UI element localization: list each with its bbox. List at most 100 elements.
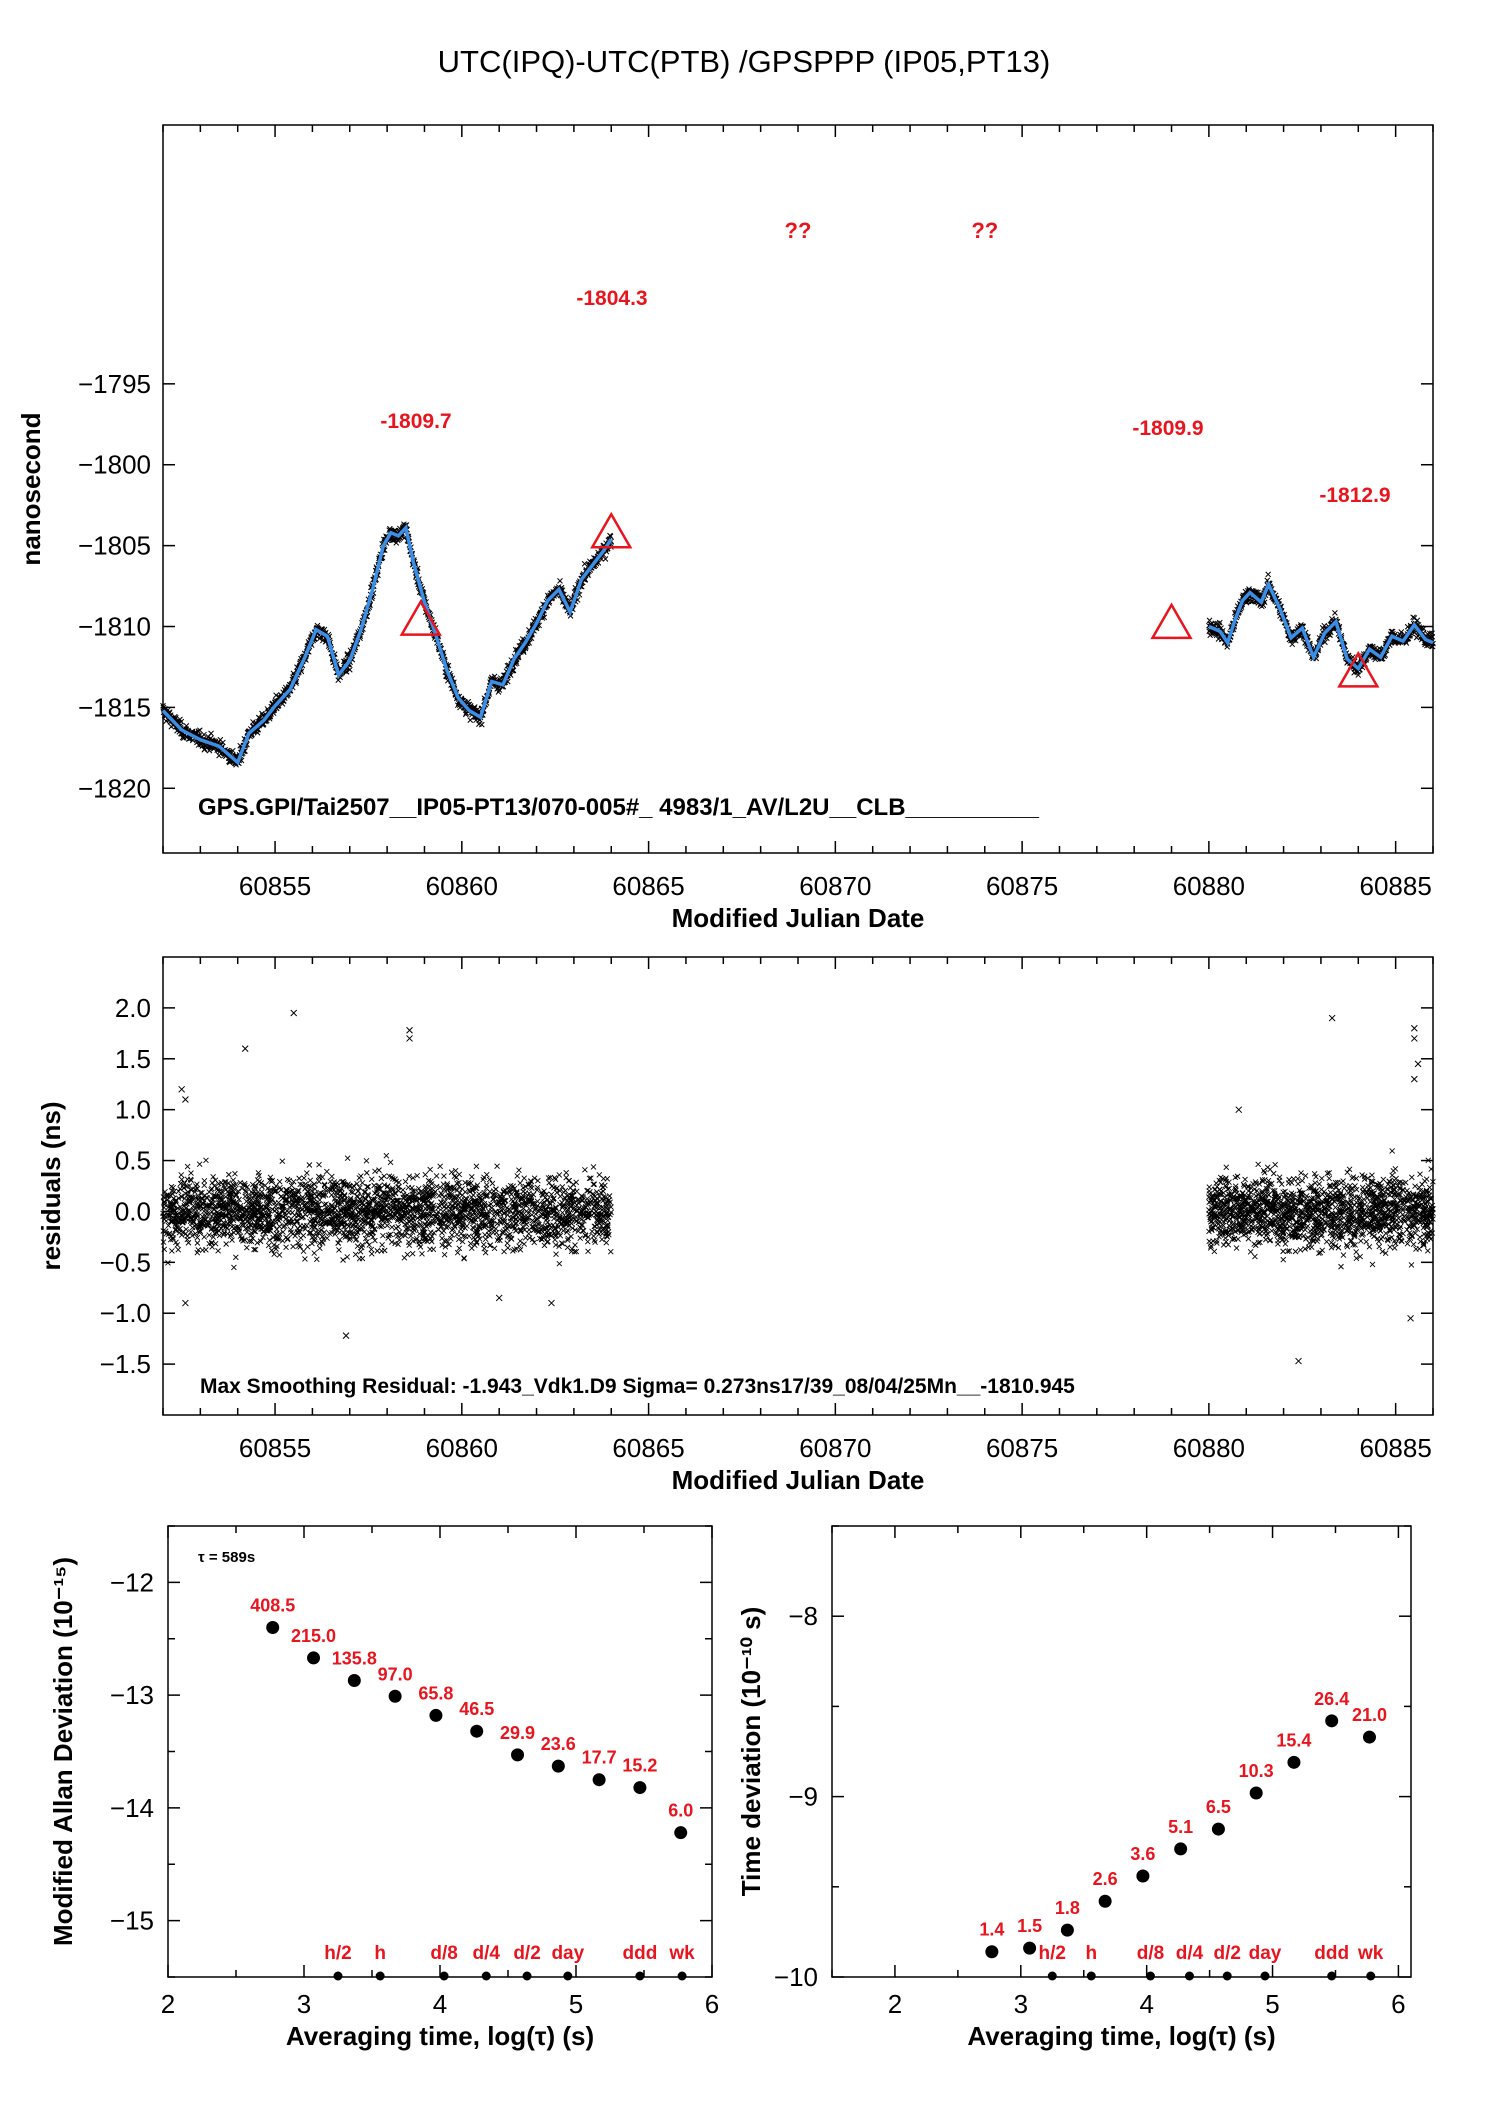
main-triangle-marker: [1150, 602, 1193, 640]
main-xtick-label: 60875: [986, 871, 1058, 901]
residual-point: [376, 1167, 382, 1173]
residual-point: [194, 1240, 201, 1246]
residual-point: [184, 1233, 191, 1240]
residual-point: [290, 1243, 296, 1250]
main-data-point: [229, 747, 236, 754]
residual-point: [316, 1178, 322, 1185]
residual-point: [516, 1167, 522, 1173]
main-ytick-label: −1800: [78, 450, 151, 480]
residual-point: [441, 1173, 447, 1179]
residual-point: [276, 1223, 283, 1230]
residual-point: [329, 1173, 335, 1180]
main-data-point: [541, 614, 548, 621]
residual-point: [453, 1174, 460, 1181]
residual-point: [254, 1177, 261, 1183]
main-unknown-label: ??: [785, 218, 812, 243]
residual-point: [401, 1254, 408, 1261]
residual-point: [435, 1226, 442, 1233]
main-data-point: [178, 718, 185, 725]
residual-point: [201, 1234, 208, 1240]
main-data-point: [201, 731, 207, 738]
main-marker-label: -1809.9: [1132, 417, 1203, 440]
residual-point: [461, 1255, 467, 1262]
residual-point: [553, 1251, 559, 1258]
residual-point: [175, 1246, 182, 1253]
residual-point: [363, 1158, 370, 1164]
residual-point: [489, 1180, 496, 1187]
residual-point: [175, 1188, 182, 1195]
main-data-point: [581, 560, 588, 567]
residuals-ytick-label: −1.0: [100, 1298, 151, 1328]
residuals-ytick-label: −1.5: [100, 1349, 151, 1379]
residual-point: [461, 1255, 467, 1261]
residual-point: [437, 1163, 443, 1170]
residual-point: [514, 1173, 521, 1179]
residual-point: [521, 1175, 528, 1181]
residual-point: [521, 1241, 527, 1247]
residual-point: [589, 1228, 595, 1235]
residual-point: [559, 1209, 566, 1216]
main-marker-label: -1809.7: [380, 410, 451, 433]
residual-point: [525, 1230, 532, 1237]
residual-point: [316, 1245, 323, 1252]
residual-point: [178, 1176, 185, 1183]
page-title: UTC(IPQ)-UTC(PTB) /GPSPPP (IP05,PT13): [437, 44, 1051, 79]
residual-point: [232, 1254, 239, 1261]
residual-point: [489, 1204, 495, 1211]
residual-point: [441, 1251, 448, 1258]
residual-point: [289, 1209, 296, 1216]
residual-point: [243, 1244, 250, 1251]
residuals-xtick-label: 60875: [986, 1433, 1058, 1463]
residual-point: [501, 1248, 507, 1255]
residual-point: [572, 1242, 578, 1248]
residual-point: [283, 1244, 289, 1251]
residual-point: [337, 1229, 343, 1236]
main-data-point: [510, 667, 517, 674]
residual-point: [552, 1176, 559, 1183]
residual-point: [556, 1172, 563, 1178]
residual-point: [451, 1173, 458, 1180]
residual-point: [400, 1187, 406, 1193]
residual-point: [456, 1245, 463, 1252]
residual-point: [336, 1247, 342, 1253]
residual-point: [449, 1232, 455, 1238]
residual-point: [467, 1240, 474, 1247]
residual-point: [215, 1247, 221, 1254]
residual-point: [584, 1196, 591, 1202]
residual-point: [433, 1173, 440, 1179]
residual-point: [573, 1179, 580, 1186]
residual-point: [482, 1236, 489, 1242]
residual-point: [409, 1250, 416, 1257]
residual-point: [231, 1264, 237, 1271]
residual-point: [520, 1188, 527, 1195]
residual-point: [584, 1238, 591, 1245]
residual-point: [380, 1232, 386, 1239]
residual-point: [491, 1245, 498, 1252]
residual-point: [387, 1159, 394, 1166]
main-data-point: [1265, 571, 1272, 578]
residuals-ytick-label: 1.5: [115, 1044, 151, 1074]
residual-point: [316, 1161, 322, 1168]
residual-point: [384, 1222, 391, 1229]
residual-point: [402, 1178, 409, 1185]
residual-point: [368, 1246, 375, 1253]
main-data-point: [196, 727, 203, 734]
residual-point: [266, 1237, 273, 1243]
residual-point: [1344, 1169, 1351, 1176]
residuals-ytick-label: 1.0: [115, 1095, 151, 1125]
residual-point: [607, 1248, 614, 1255]
residual-point: [599, 1230, 606, 1237]
residual-point: [297, 1235, 304, 1241]
residuals-ytick-label: −0.5: [100, 1247, 151, 1277]
main-raw-points: [160, 521, 1436, 768]
main-data-point: [1246, 586, 1252, 592]
residual-point: [306, 1162, 313, 1168]
main-data-point: [513, 660, 520, 667]
main-ytick-label: −1820: [78, 773, 151, 803]
residual-point: [416, 1238, 423, 1245]
residual-point: [452, 1167, 459, 1174]
residual-point: [218, 1225, 224, 1231]
residual-point: [313, 1256, 320, 1263]
main-ytick-label: −1810: [78, 612, 151, 642]
residual-point: [178, 1172, 185, 1178]
